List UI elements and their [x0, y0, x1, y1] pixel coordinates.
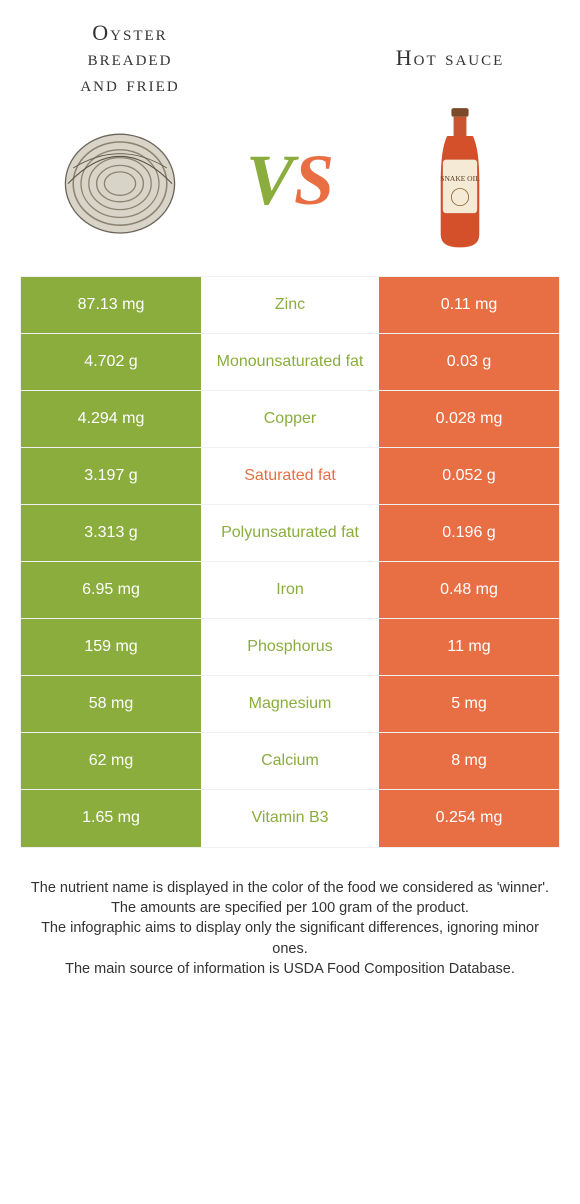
left-food-title: Oyster breaded and fried	[30, 20, 230, 96]
right-value: 0.254 mg	[379, 790, 559, 847]
nutrient-name: Zinc	[201, 277, 379, 333]
footer-line: The nutrient name is displayed in the co…	[30, 878, 550, 898]
table-row: 1.65 mgVitamin B30.254 mg	[21, 790, 559, 847]
right-value: 0.48 mg	[379, 562, 559, 618]
right-value: 0.196 g	[379, 505, 559, 561]
table-row: 6.95 mgIron0.48 mg	[21, 562, 559, 619]
footer-line: The infographic aims to display only the…	[30, 918, 550, 959]
nutrient-name: Vitamin B3	[201, 790, 379, 847]
left-value: 4.702 g	[21, 334, 201, 390]
vs-v: V	[246, 140, 294, 220]
left-value: 6.95 mg	[21, 562, 201, 618]
right-food-title: Hot sauce	[350, 45, 550, 70]
hot-sauce-icon: SNAKE OIL	[390, 111, 530, 251]
header: Oyster breaded and fried Hot sauce	[0, 0, 580, 106]
svg-text:SNAKE OIL: SNAKE OIL	[440, 174, 480, 183]
table-row: 159 mgPhosphorus11 mg	[21, 619, 559, 676]
table-row: 3.197 gSaturated fat0.052 g	[21, 448, 559, 505]
right-value: 0.028 mg	[379, 391, 559, 447]
vs-s: S	[294, 140, 334, 220]
nutrient-name: Copper	[201, 391, 379, 447]
table-row: 4.702 gMonounsaturated fat0.03 g	[21, 334, 559, 391]
right-value: 0.11 mg	[379, 277, 559, 333]
vs-label: VS	[230, 139, 350, 222]
nutrient-name: Monounsaturated fat	[201, 334, 379, 390]
title-line: Oyster	[92, 20, 167, 45]
table-row: 4.294 mgCopper0.028 mg	[21, 391, 559, 448]
right-value: 5 mg	[379, 676, 559, 732]
title-line: breaded	[88, 45, 173, 70]
footer-line: The main source of information is USDA F…	[30, 959, 550, 979]
left-value: 4.294 mg	[21, 391, 201, 447]
nutrient-name: Magnesium	[201, 676, 379, 732]
table-row: 58 mgMagnesium5 mg	[21, 676, 559, 733]
left-value: 62 mg	[21, 733, 201, 789]
left-value: 1.65 mg	[21, 790, 201, 847]
left-value: 3.313 g	[21, 505, 201, 561]
left-value: 58 mg	[21, 676, 201, 732]
title-line: and fried	[80, 71, 179, 96]
nutrient-name: Saturated fat	[201, 448, 379, 504]
nutrient-name: Phosphorus	[201, 619, 379, 675]
footer-notes: The nutrient name is displayed in the co…	[0, 848, 580, 979]
comparison-table: 87.13 mgZinc0.11 mg4.702 gMonounsaturate…	[20, 276, 560, 848]
nutrient-name: Calcium	[201, 733, 379, 789]
table-row: 87.13 mgZinc0.11 mg	[21, 277, 559, 334]
left-value: 3.197 g	[21, 448, 201, 504]
footer-line: The amounts are specified per 100 gram o…	[30, 898, 550, 918]
left-value: 159 mg	[21, 619, 201, 675]
right-value: 11 mg	[379, 619, 559, 675]
right-value: 8 mg	[379, 733, 559, 789]
left-value: 87.13 mg	[21, 277, 201, 333]
nutrient-name: Polyunsaturated fat	[201, 505, 379, 561]
table-row: 62 mgCalcium8 mg	[21, 733, 559, 790]
table-row: 3.313 gPolyunsaturated fat0.196 g	[21, 505, 559, 562]
right-value: 0.03 g	[379, 334, 559, 390]
oyster-icon	[50, 111, 190, 251]
right-value: 0.052 g	[379, 448, 559, 504]
nutrient-name: Iron	[201, 562, 379, 618]
images-row: VS SNAKE OIL	[0, 106, 580, 276]
